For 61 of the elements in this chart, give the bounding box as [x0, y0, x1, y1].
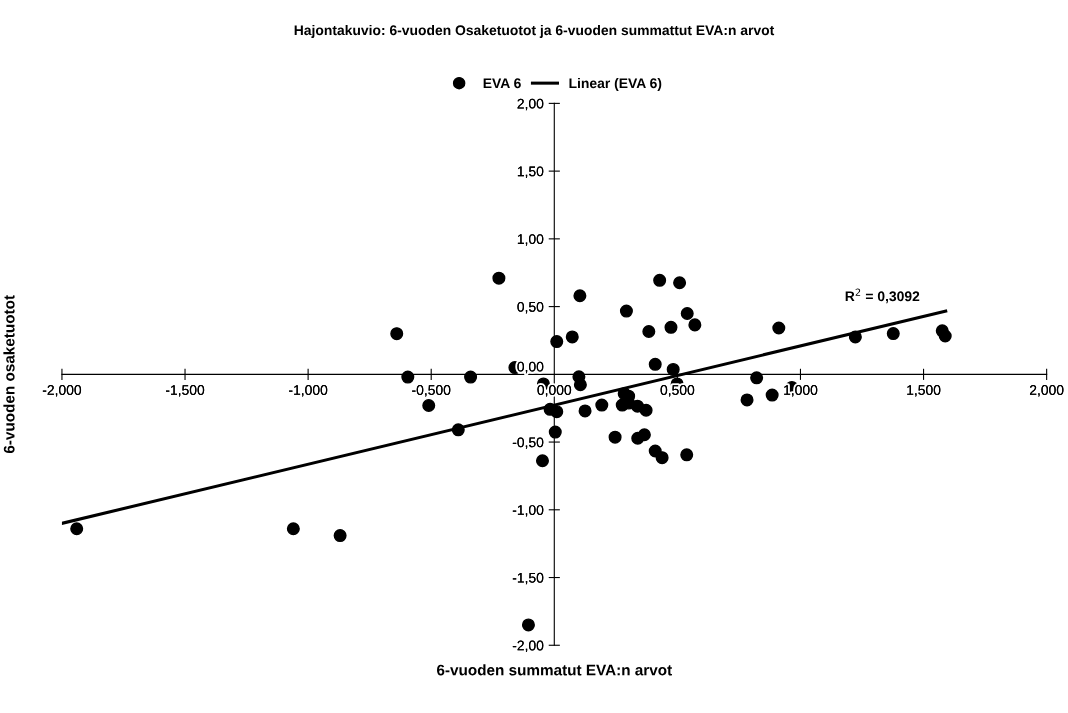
point — [70, 522, 84, 536]
point — [740, 393, 754, 407]
point — [492, 271, 506, 285]
point — [535, 454, 549, 468]
point — [464, 370, 478, 384]
x-tick-label: -0,500 — [412, 385, 451, 397]
point — [653, 273, 667, 287]
point — [648, 357, 662, 371]
point — [750, 371, 764, 385]
y-tick-label: 1,50 — [517, 166, 544, 178]
point — [422, 398, 436, 412]
point — [286, 522, 300, 536]
point — [664, 320, 678, 334]
y-tick-label: 2,00 — [517, 98, 544, 111]
point — [401, 370, 415, 384]
point — [578, 404, 592, 418]
point — [619, 304, 633, 318]
point — [680, 306, 694, 321]
point — [848, 330, 862, 344]
y-tick-label: 0,50 — [517, 301, 544, 314]
point — [673, 276, 687, 290]
chart-title: Hajontakuvio: 6-vuoden Osaketuotot ja 6-vuoden summattut EVA:n arvot — [294, 24, 775, 38]
point — [390, 327, 404, 341]
point — [595, 398, 609, 412]
point — [765, 388, 779, 402]
point — [637, 428, 651, 442]
point — [521, 618, 535, 632]
point — [772, 321, 786, 335]
y-tick-label: 1,00 — [517, 234, 544, 246]
point — [451, 423, 465, 437]
point — [573, 289, 587, 303]
point — [550, 335, 564, 349]
point — [642, 325, 656, 339]
x-tick-label: -1,000 — [289, 385, 328, 397]
y-tick-label: -0,50 — [512, 437, 544, 449]
point — [608, 430, 622, 444]
annotation: R$^{2}$ = 0,3092 — [845, 288, 920, 304]
x-axis-title: 6-vuoden summatut EVA:n arvot — [437, 664, 672, 676]
y-tick-label: -1,00 — [512, 505, 544, 517]
point — [938, 329, 952, 343]
point — [886, 327, 900, 341]
point — [666, 362, 680, 376]
x-tick-label: -2,000 — [42, 385, 82, 397]
x-tick-label: 1,500 — [907, 385, 941, 397]
x-tick-label: 0,500 — [660, 385, 695, 397]
point — [333, 529, 347, 543]
x-tick-label: -1,500 — [165, 385, 205, 397]
legend-label: Linear (EVA 6) — [569, 77, 662, 91]
point — [565, 330, 579, 344]
point — [550, 405, 564, 419]
y-tick-label: -2,00 — [512, 640, 544, 653]
point — [688, 318, 702, 332]
y-tick-label: -1,50 — [512, 572, 544, 585]
y-axis-title: 6-vuoden osaketuotot — [3, 295, 15, 454]
legend-label: EVA 6 — [483, 78, 521, 89]
point — [655, 451, 669, 465]
point — [548, 425, 562, 439]
point — [573, 378, 587, 392]
point — [680, 448, 694, 462]
x-tick-label: 2,000 — [1029, 385, 1064, 397]
point — [639, 403, 653, 417]
